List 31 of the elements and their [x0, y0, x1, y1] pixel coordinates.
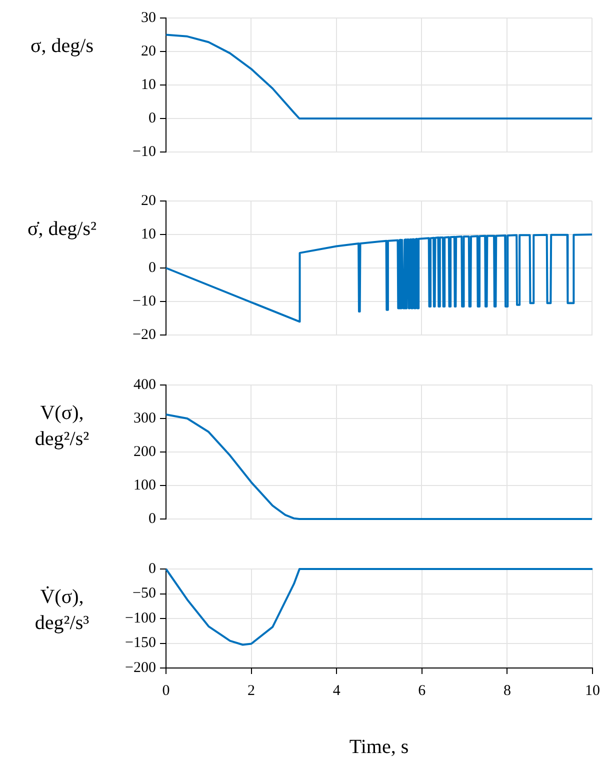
x-tick-label: 2: [248, 682, 256, 699]
y-tick-label: 10: [141, 76, 156, 93]
y-tick-label: −200: [125, 660, 156, 676]
x-tick-label: 10: [585, 682, 600, 699]
y-tick-label: −150: [125, 635, 156, 652]
y-tick-label: −100: [125, 610, 156, 626]
x-tick-label: 8: [503, 682, 511, 699]
y-tick-label: 0: [148, 510, 156, 527]
y-tick-label: 400: [134, 376, 156, 393]
y-tick-label: −10: [132, 293, 156, 310]
y-tick-label: 20: [141, 192, 156, 209]
y-axis-title: V̇(σ), deg²/s³: [34, 585, 90, 636]
y-tick-label: 300: [134, 410, 156, 426]
x-tick-label: 4: [332, 682, 341, 699]
y-axis-title: σ, deg/s: [30, 34, 94, 59]
y-tick-label: −50: [132, 586, 156, 602]
y-tick-label: 10: [141, 226, 156, 242]
y-tick-label: 0: [148, 260, 156, 276]
y-tick-label: 0: [148, 110, 156, 126]
x-tick-label: 0: [162, 682, 170, 699]
y-axis-title: V(σ), deg²/s²: [34, 401, 90, 452]
y-tick-label: 0: [148, 560, 156, 577]
y-tick-label: 100: [134, 477, 156, 494]
y-tick-label: 200: [134, 444, 156, 460]
y-axis-title: σ̇, deg/s²: [26, 217, 98, 242]
y-tick-label: 20: [141, 43, 156, 60]
x-axis-title: Time, s: [348, 736, 410, 759]
y-tick-label: −20: [132, 326, 156, 343]
x-tick-label: 6: [418, 682, 426, 699]
y-tick-label: 30: [141, 10, 156, 26]
y-tick-label: −10: [132, 144, 156, 160]
